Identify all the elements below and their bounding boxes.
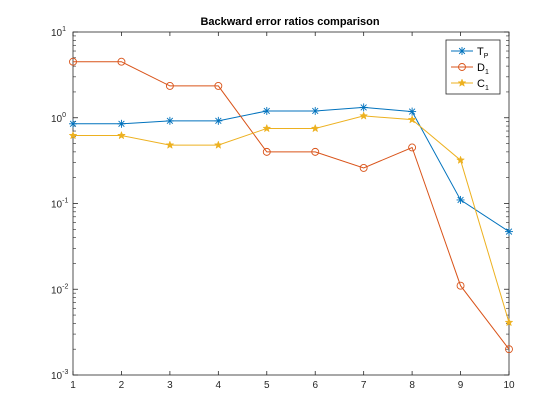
data-point [311, 147, 320, 156]
x-tick-label: 10 [503, 380, 515, 391]
data-point [407, 114, 417, 124]
legend-subscript: 1 [485, 69, 489, 76]
data-point [165, 116, 174, 125]
series-d1 [69, 57, 513, 354]
data-point [456, 155, 466, 164]
data-point [408, 143, 417, 152]
legend-marker [458, 47, 466, 55]
x-tick-label: 7 [361, 380, 367, 391]
legend-entry: C1 [451, 78, 489, 92]
series-line [73, 61, 510, 350]
legend-label: D1 [477, 62, 489, 76]
y-tick-base: 10 [51, 200, 63, 211]
y-tick-base: 10 [51, 114, 63, 125]
x-tick-label: 1 [70, 380, 76, 391]
x-tick-label: 5 [264, 380, 270, 391]
legend-label: C1 [477, 78, 489, 92]
data-point [262, 147, 271, 156]
series-layer [68, 57, 514, 354]
data-point [165, 140, 175, 149]
data-point [505, 345, 513, 354]
series-line [73, 106, 510, 233]
legend-name: D [477, 62, 485, 74]
x-tick-label: 8 [409, 380, 415, 391]
data-point [214, 116, 223, 125]
series-c1 [68, 111, 514, 327]
y-tick-label: 10-3 [51, 369, 68, 382]
series-line [73, 115, 510, 323]
x-tick-label: 2 [119, 380, 125, 391]
data-point [69, 57, 77, 66]
legend-name: T [477, 46, 484, 58]
data-point [311, 106, 320, 115]
data-point [262, 123, 272, 133]
legend-entry: TP [451, 46, 489, 60]
legend-name: C [477, 78, 485, 90]
data-point [165, 81, 174, 90]
y-tick-label: 10-1 [51, 198, 68, 211]
data-point [213, 140, 223, 149]
data-point [116, 130, 126, 140]
x-tick-label: 4 [216, 380, 222, 391]
legend-label: TP [477, 46, 489, 60]
data-point [359, 163, 368, 172]
data-point [359, 111, 369, 120]
data-point [214, 81, 223, 90]
data-point [408, 107, 417, 116]
data-point [262, 106, 271, 115]
x-tick-label: 3 [167, 380, 173, 391]
y-tick-label: 100 [51, 112, 66, 125]
data-point [68, 130, 78, 140]
data-point [359, 103, 368, 112]
data-point [117, 57, 126, 66]
data-point [117, 119, 126, 128]
x-tick-label: 9 [458, 380, 464, 391]
data-point [456, 195, 465, 204]
y-tick-base: 10 [51, 285, 63, 296]
series-tp [69, 103, 513, 236]
y-tick-base: 10 [51, 28, 63, 39]
y-tick-label: 10-2 [51, 283, 68, 296]
data-point [505, 227, 513, 236]
legend-subscript: P [484, 53, 489, 60]
legend-marker [458, 63, 466, 71]
y-tick-exponent: 1 [62, 26, 66, 33]
y-tick-exponent: -3 [62, 369, 68, 376]
y-tick-label: 101 [51, 26, 66, 39]
legend-entry: D1 [451, 62, 489, 76]
data-point [504, 317, 514, 327]
chart-title: Backward error ratios comparison [200, 16, 379, 28]
data-point [456, 281, 465, 290]
y-tick-base: 10 [51, 371, 63, 382]
y-tick-exponent: -2 [62, 283, 68, 290]
data-point [69, 119, 77, 128]
y-tick-exponent: 0 [62, 112, 66, 119]
data-point [310, 123, 320, 133]
x-tick-label: 6 [312, 380, 318, 391]
legend-marker [457, 78, 467, 87]
plot-area [72, 31, 510, 376]
y-tick-exponent: -1 [62, 198, 68, 205]
legend-subscript: 1 [485, 85, 489, 92]
